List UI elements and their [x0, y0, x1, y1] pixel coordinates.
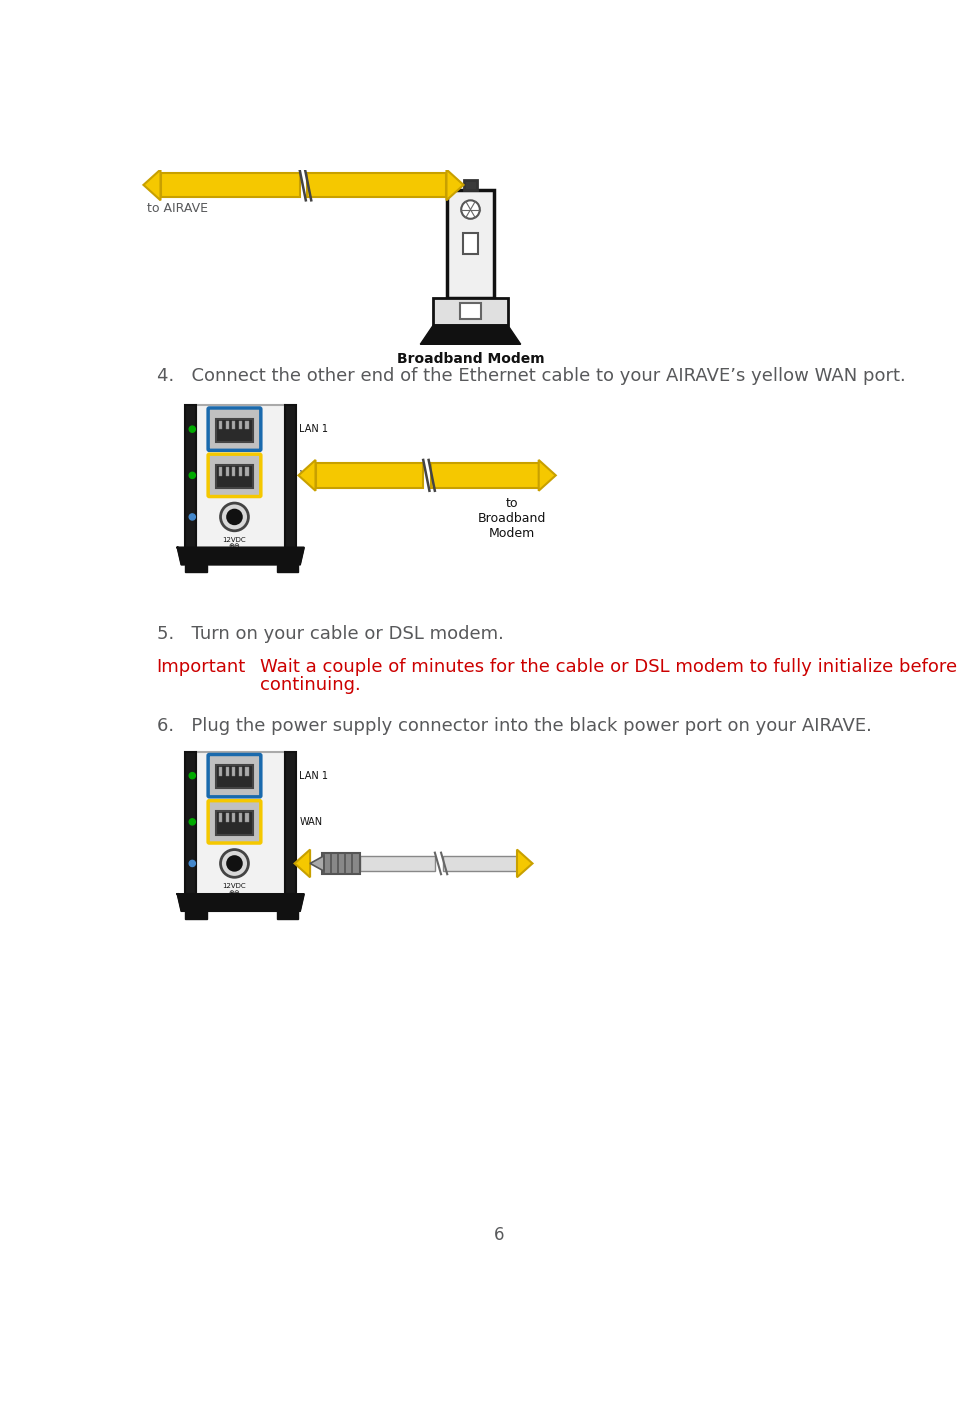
- Text: to
Broadband
Modem: to Broadband Modem: [477, 497, 545, 539]
- Bar: [239, 813, 243, 822]
- Polygon shape: [177, 548, 304, 565]
- Circle shape: [189, 514, 196, 519]
- Bar: [285, 752, 296, 894]
- Polygon shape: [539, 460, 556, 491]
- Circle shape: [189, 473, 196, 478]
- Bar: [239, 420, 243, 430]
- Bar: [196, 406, 285, 548]
- Bar: [216, 765, 252, 789]
- FancyBboxPatch shape: [208, 800, 261, 843]
- Polygon shape: [310, 856, 324, 871]
- Bar: [226, 467, 229, 475]
- Circle shape: [189, 860, 196, 867]
- Bar: [239, 467, 243, 475]
- Bar: [185, 406, 196, 548]
- Bar: [239, 768, 243, 776]
- FancyBboxPatch shape: [208, 454, 261, 497]
- Bar: [219, 768, 222, 776]
- Text: Broadband Modem: Broadband Modem: [396, 352, 544, 366]
- Text: Wait a couple of minutes for the cable or DSL modem to fully initialize before: Wait a couple of minutes for the cable o…: [260, 657, 956, 675]
- Bar: [285, 406, 296, 548]
- Circle shape: [227, 856, 242, 871]
- Text: to AIRAVE: to AIRAVE: [146, 201, 207, 214]
- Circle shape: [189, 426, 196, 433]
- Text: WAN: WAN: [299, 817, 322, 827]
- Bar: [216, 812, 252, 834]
- Bar: [185, 565, 207, 572]
- Bar: [463, 233, 478, 254]
- FancyBboxPatch shape: [208, 755, 261, 797]
- Bar: [245, 768, 248, 776]
- FancyBboxPatch shape: [208, 409, 261, 450]
- Circle shape: [189, 819, 196, 824]
- Bar: [277, 911, 298, 918]
- Text: WAN: WAN: [299, 470, 322, 481]
- Bar: [219, 420, 222, 430]
- Bar: [196, 752, 285, 894]
- Text: ⊕⊖: ⊕⊖: [229, 543, 241, 549]
- Bar: [232, 467, 236, 475]
- Text: 4.   Connect the other end of the Ethernet cable to your AIRAVE’s yellow WAN por: 4. Connect the other end of the Ethernet…: [157, 366, 906, 385]
- Text: LAN 1: LAN 1: [299, 771, 328, 780]
- Bar: [232, 768, 236, 776]
- Polygon shape: [420, 325, 521, 345]
- Bar: [185, 752, 196, 894]
- Bar: [460, 304, 481, 319]
- Bar: [431, 463, 539, 488]
- Text: continuing.: continuing.: [260, 677, 360, 694]
- Bar: [245, 813, 248, 822]
- Bar: [226, 813, 229, 822]
- Text: Important: Important: [157, 657, 245, 675]
- Text: 6.   Plug the power supply connector into the black power port on your AIRAVE.: 6. Plug the power supply connector into …: [157, 717, 872, 735]
- Bar: [232, 813, 236, 822]
- Text: LAN 1: LAN 1: [299, 424, 328, 434]
- Circle shape: [220, 850, 248, 877]
- Bar: [216, 465, 252, 488]
- Bar: [185, 911, 207, 918]
- Bar: [226, 420, 229, 430]
- Circle shape: [462, 200, 480, 219]
- Bar: [464, 180, 477, 190]
- Bar: [433, 298, 507, 325]
- Bar: [161, 173, 300, 197]
- Bar: [219, 813, 222, 822]
- Bar: [442, 856, 517, 871]
- Circle shape: [220, 504, 248, 531]
- Circle shape: [189, 772, 196, 779]
- Polygon shape: [143, 169, 161, 200]
- Text: 6: 6: [494, 1226, 505, 1244]
- Bar: [360, 856, 434, 871]
- Bar: [245, 420, 248, 430]
- Bar: [277, 565, 298, 572]
- Bar: [316, 463, 424, 488]
- Polygon shape: [298, 460, 316, 491]
- Bar: [308, 173, 446, 197]
- Bar: [226, 768, 229, 776]
- Polygon shape: [294, 850, 310, 877]
- Polygon shape: [177, 894, 304, 911]
- Circle shape: [227, 509, 242, 524]
- Text: 5.   Turn on your cable or DSL modem.: 5. Turn on your cable or DSL modem.: [157, 624, 504, 643]
- Bar: [219, 467, 222, 475]
- Polygon shape: [446, 169, 464, 200]
- Bar: [447, 190, 494, 298]
- Bar: [232, 420, 236, 430]
- Polygon shape: [517, 850, 533, 877]
- Text: ⊕⊖: ⊕⊖: [229, 890, 241, 895]
- Bar: [216, 419, 252, 441]
- Bar: [245, 467, 248, 475]
- Text: 12VDC: 12VDC: [223, 536, 246, 543]
- Bar: [321, 853, 360, 874]
- Text: 12VDC: 12VDC: [223, 884, 246, 890]
